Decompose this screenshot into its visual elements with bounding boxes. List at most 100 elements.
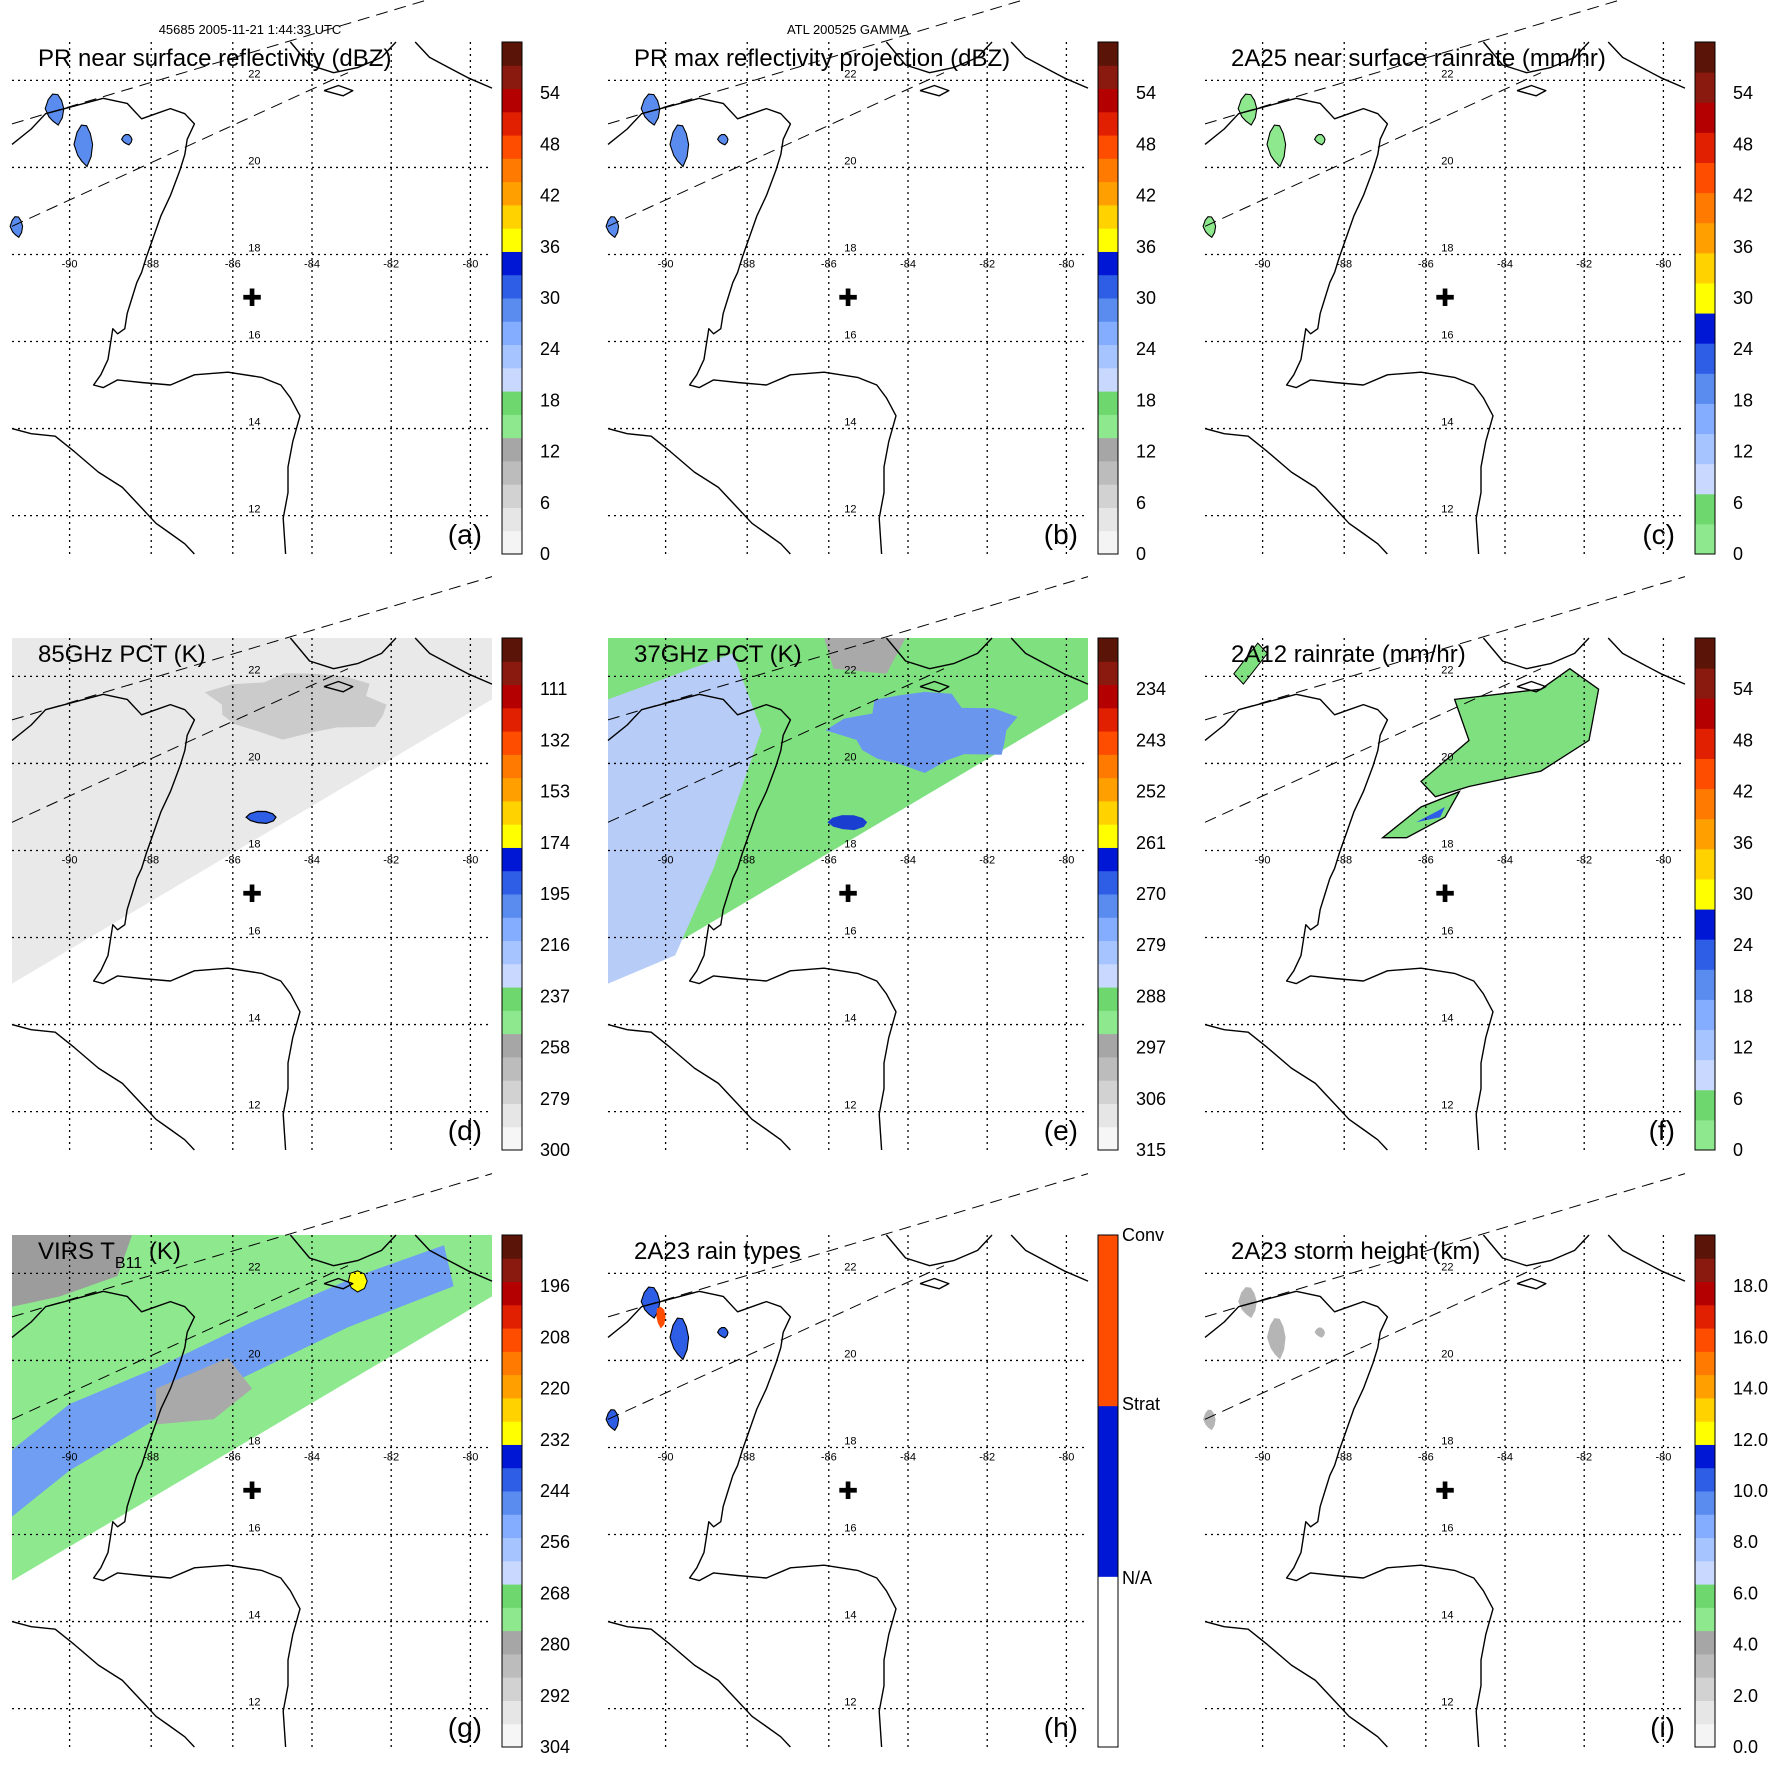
colorbar-segment — [502, 870, 522, 895]
colorbar-segment — [1098, 800, 1118, 825]
lon-label: -86 — [821, 258, 837, 270]
coastline — [607, 1290, 897, 1748]
lat-label: 16 — [1441, 330, 1453, 342]
colorbar-segment — [1098, 181, 1118, 206]
colorbar-segment — [502, 917, 522, 942]
colorbar-label: 10.0 — [1733, 1481, 1768, 1501]
colorbar-segment — [502, 894, 522, 918]
coastline — [607, 97, 897, 555]
storm-center-icon: ✚ — [242, 1478, 262, 1505]
colorbar-segment — [1098, 251, 1118, 276]
lat-label: 16 — [1441, 926, 1453, 938]
colorbar-segment — [502, 1397, 522, 1422]
coastline — [607, 427, 791, 555]
swath-edge-south — [607, 72, 945, 227]
colorbar-segment — [502, 414, 522, 439]
colorbar-segment — [1098, 731, 1118, 755]
lon-label: -84 — [304, 854, 320, 866]
lon-label: -86 — [1418, 1451, 1434, 1463]
lat-label: 20 — [1441, 1348, 1453, 1360]
colorbar-segment — [1098, 228, 1118, 252]
colorbar-label: 220 — [540, 1379, 570, 1399]
colorbar-segment — [502, 847, 522, 872]
colorbar-segment — [1098, 274, 1118, 299]
lon-label: -88 — [143, 1451, 159, 1463]
colorbar-segment — [502, 1351, 522, 1376]
lon-label: -90 — [62, 854, 78, 866]
coldest-top — [347, 1270, 368, 1293]
lat-label: 20 — [248, 155, 260, 167]
swath-edge-south — [1204, 72, 1542, 227]
lat-label: 18 — [1441, 242, 1453, 254]
panel-title: 2A23 storm height (km) — [1231, 1238, 1480, 1265]
colorbar-label: 36 — [1136, 237, 1156, 257]
colorbar-label: 243 — [1136, 730, 1166, 750]
echo-2 — [1202, 216, 1217, 239]
colorbar-segment — [1695, 162, 1715, 194]
colorbar-label: 12 — [1733, 442, 1753, 462]
colorbar-segment — [502, 638, 522, 662]
colorbar-label: 12 — [1136, 442, 1156, 462]
panel-label: (d) — [448, 1115, 482, 1146]
colorbar-segment — [1695, 788, 1715, 820]
colorbar-label: 54 — [1136, 83, 1156, 103]
lon-label: -80 — [462, 1451, 478, 1463]
colorbar-segment — [1695, 1491, 1715, 1515]
colorbar-segment — [1098, 414, 1118, 439]
colorbar-segment — [1695, 1119, 1715, 1151]
swath-edge-north — [11, 576, 493, 721]
echo-1 — [1266, 124, 1287, 168]
swath-edge-south — [607, 668, 945, 823]
colorbar-segment — [1098, 298, 1118, 322]
swath-edge-north — [607, 576, 1089, 721]
colorbar-segment — [1695, 1258, 1715, 1283]
colorbar-segment — [1695, 343, 1715, 374]
colorbar-segment — [502, 274, 522, 299]
colorbar-segment — [502, 65, 522, 90]
coastline — [607, 1620, 791, 1748]
coastline — [1204, 1023, 1388, 1151]
colorbar-segment — [502, 661, 522, 686]
header-center: ATL 200525 GAMMA — [787, 22, 909, 37]
lat-label: 22 — [1441, 1261, 1453, 1273]
coastline — [1482, 1234, 1590, 1267]
colorbar-segment — [502, 344, 522, 369]
lat-label: 12 — [248, 504, 260, 516]
colorbar-segment — [1695, 403, 1715, 435]
panel-label: (c) — [1642, 519, 1675, 550]
colorbar-label: 30 — [1136, 288, 1156, 308]
panel-label: (i) — [1650, 1712, 1675, 1743]
colorbar-segment — [1098, 367, 1118, 392]
lat-label: 16 — [844, 330, 856, 342]
colorbar-label: Strat — [1122, 1394, 1160, 1414]
colorbar-segment — [1695, 523, 1715, 555]
echo-3 — [1314, 1327, 1325, 1338]
lat-label: 22 — [844, 68, 856, 80]
lon-label: -90 — [1255, 854, 1271, 866]
colorbar-segment — [1695, 1059, 1715, 1091]
colorbar-label: 0 — [1733, 544, 1743, 564]
colorbar-segment — [1695, 1304, 1715, 1329]
colorbar-label: 6 — [1733, 1089, 1743, 1109]
swath-edge-south — [607, 1265, 945, 1420]
lon-label: -84 — [900, 258, 916, 270]
coastline — [289, 41, 397, 74]
colorbar-label: 208 — [540, 1327, 570, 1347]
lat-label: 20 — [844, 1348, 856, 1360]
colorbar-segment — [1695, 1514, 1715, 1539]
colorbar-segment — [1695, 1351, 1715, 1376]
swath-edge-north — [607, 1173, 1089, 1318]
lon-label: -90 — [1255, 258, 1271, 270]
echo-1 — [1267, 1318, 1286, 1360]
coastline — [1607, 637, 1686, 685]
colorbar-segment — [1695, 1653, 1715, 1678]
colorbar-segment — [1695, 1723, 1715, 1748]
lon-label: -82 — [1576, 854, 1592, 866]
rain-arm — [1380, 790, 1461, 839]
colorbar-segment — [1695, 42, 1715, 73]
colorbar-label: 0.0 — [1733, 1737, 1758, 1757]
colorbar-segment — [1695, 1281, 1715, 1306]
colorbar-segment — [502, 777, 522, 802]
colorbar-label: 6 — [1136, 493, 1146, 513]
